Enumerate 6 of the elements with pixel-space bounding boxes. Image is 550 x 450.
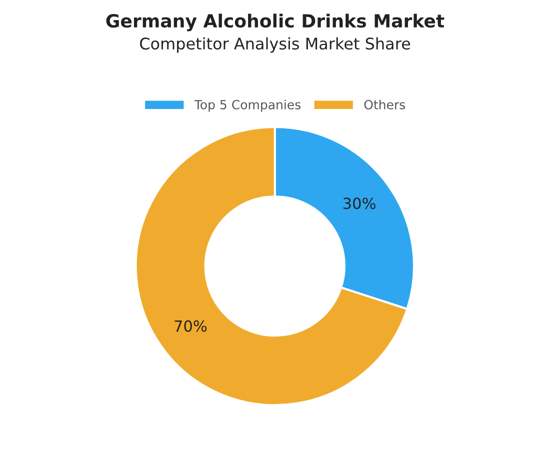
chart-subtitle: Competitor Analysis Market Share — [140, 37, 410, 53]
legend-label: Top 5 Companies — [194, 100, 301, 112]
chart-title: Germany Alcoholic Drinks Market — [106, 14, 444, 32]
legend-label: Others — [364, 100, 406, 110]
data-label: 30% — [343, 198, 376, 210]
data-label: 70% — [174, 320, 207, 332]
